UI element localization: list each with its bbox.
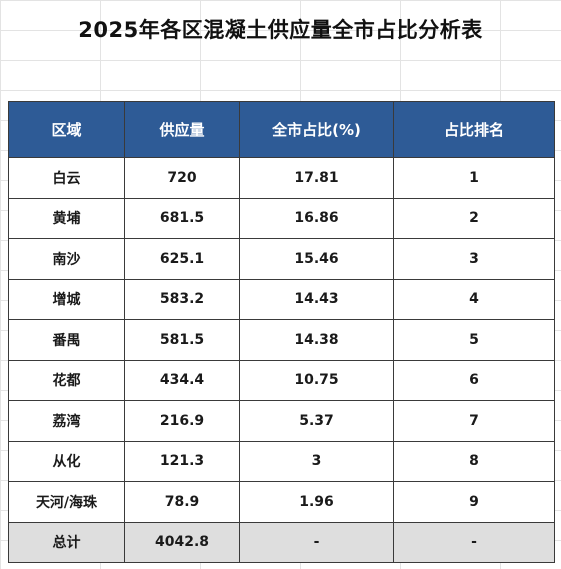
cell-rank[interactable]: 9: [393, 481, 555, 523]
cell-share[interactable]: 14.38: [239, 319, 394, 361]
table-row: 增城 583.2 14.43 4: [8, 278, 555, 320]
table-row: 黄埔 681.5 16.86 2: [8, 197, 555, 239]
header-share[interactable]: 全市占比(%): [239, 101, 394, 158]
cell-rank[interactable]: 2: [393, 197, 555, 239]
table-row: 南沙 625.1 15.46 3: [8, 238, 555, 280]
table-row: 荔湾 216.9 5.37 7: [8, 400, 555, 442]
cell-rank[interactable]: 3: [393, 238, 555, 280]
cell-supply[interactable]: 583.2: [124, 278, 240, 320]
cell-share[interactable]: 14.43: [239, 278, 394, 320]
cell-region[interactable]: 增城: [8, 278, 125, 320]
cell-region[interactable]: 荔湾: [8, 400, 125, 442]
cell-share[interactable]: 3: [239, 440, 394, 482]
cell-rank[interactable]: 7: [393, 400, 555, 442]
cell-rank[interactable]: 6: [393, 359, 555, 401]
cell-region[interactable]: 天河/海珠: [8, 481, 125, 523]
table-row: 白云 720 17.81 1: [8, 157, 555, 199]
cell-region[interactable]: 南沙: [8, 238, 125, 280]
cell-region[interactable]: 番禺: [8, 319, 125, 361]
cell-supply[interactable]: 681.5: [124, 197, 240, 239]
cell-share[interactable]: 17.81: [239, 157, 394, 199]
cell-region[interactable]: 花都: [8, 359, 125, 401]
cell-share[interactable]: 15.46: [239, 238, 394, 280]
cell-share[interactable]: 1.96: [239, 481, 394, 523]
table-row: 天河/海珠 78.9 1.96 9: [8, 481, 555, 523]
cell-rank[interactable]: 1: [393, 157, 555, 199]
cell-region[interactable]: 黄埔: [8, 197, 125, 239]
header-supply[interactable]: 供应量: [124, 101, 240, 158]
cell-region[interactable]: 从化: [8, 440, 125, 482]
table-row: 花都 434.4 10.75 6: [8, 359, 555, 401]
cell-supply[interactable]: 720: [124, 157, 240, 199]
cell-supply[interactable]: 625.1: [124, 238, 240, 280]
cell-supply[interactable]: 121.3: [124, 440, 240, 482]
cell-supply[interactable]: 78.9: [124, 481, 240, 523]
table-row: 番禺 581.5 14.38 5: [8, 319, 555, 361]
header-region[interactable]: 区域: [8, 101, 125, 158]
cell-region[interactable]: 白云: [8, 157, 125, 199]
cell-share[interactable]: 10.75: [239, 359, 394, 401]
cell-rank[interactable]: 4: [393, 278, 555, 320]
cell-rank[interactable]: 5: [393, 319, 555, 361]
cell-total-label[interactable]: 总计: [8, 521, 125, 563]
total-row: 总计 4042.8 - -: [8, 521, 555, 563]
cell-rank[interactable]: 8: [393, 440, 555, 482]
header-row: 区域 供应量 全市占比(%) 占比排名: [8, 101, 555, 158]
header-rank[interactable]: 占比排名: [393, 101, 555, 158]
cell-supply[interactable]: 434.4: [124, 359, 240, 401]
cell-total-rank[interactable]: -: [393, 521, 555, 563]
cell-total-share[interactable]: -: [239, 521, 394, 563]
table-row: 从化 121.3 3 8: [8, 440, 555, 482]
cell-supply[interactable]: 216.9: [124, 400, 240, 442]
table-title: 2025年各区混凝土供应量全市占比分析表: [78, 18, 483, 42]
cell-share[interactable]: 16.86: [239, 197, 394, 239]
supply-table: 区域 供应量 全市占比(%) 占比排名 白云 720 17.81 1 黄埔 68…: [8, 101, 555, 563]
cell-supply[interactable]: 581.5: [124, 319, 240, 361]
cell-total-supply[interactable]: 4042.8: [124, 521, 240, 563]
cell-share[interactable]: 5.37: [239, 400, 394, 442]
